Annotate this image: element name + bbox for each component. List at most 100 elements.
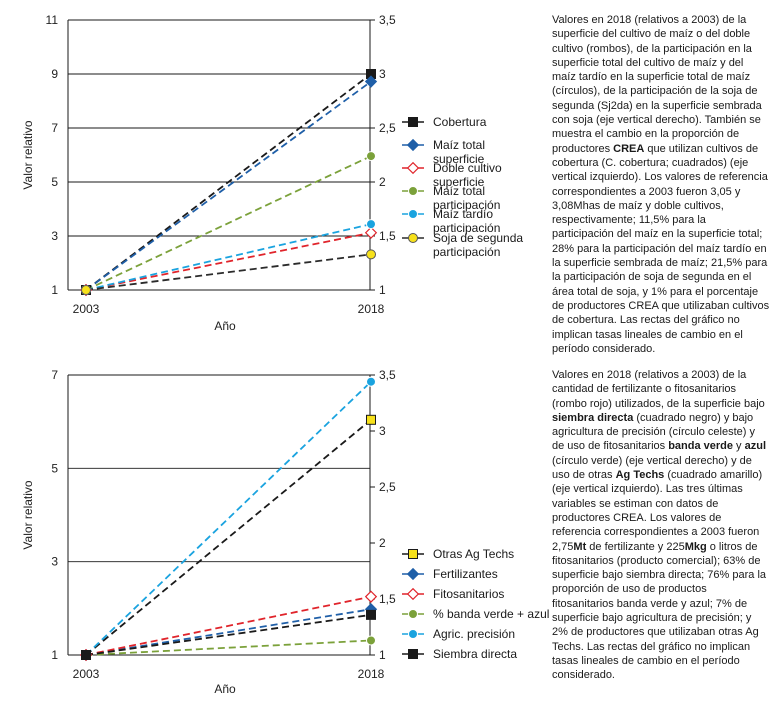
legend-marker-fertilizantes [406,567,420,581]
x-axis-label: Año [214,319,236,333]
legend-entry-fertilizantes: Fertilizantes [433,567,498,581]
series-line-siembra-directa [85,613,372,656]
y-tick-label: 7 [51,368,58,382]
caption-text: y [733,440,745,453]
y-tick-label: 11 [46,13,59,27]
legend-label-line: Maíz tardío [433,207,493,221]
y2-tick-label: 3,5 [379,368,396,382]
y-tick-label: 1 [51,283,58,297]
legend-entry-maiz-tardio-participacion: Maíz tardío participación [433,207,500,235]
legend-marker-maiz-tardio-participacion [408,209,418,219]
caption-text: (cuadrado amarillo) (eje vertical izquie… [552,469,763,553]
y-tick-label: 7 [51,121,58,135]
series-line-maiz-tardio-participacion [85,223,372,291]
x-tick-label: 2003 [73,302,100,316]
caption-text: (cuadrado negro) y bajo agricultura de p… [552,411,755,453]
caption-bottom: Valores en 2018 (relativos a 2003) de la… [552,368,770,683]
legend-label-line: Maíz total [433,184,485,198]
caption-bold-term: azul [744,440,767,453]
data-point-siembra-directa [366,609,376,620]
y2-tick-label: 1 [379,648,386,662]
y-axis-label: Valor relativo [21,120,35,189]
caption-text: de fertilizante y 225 [586,540,685,553]
caption-bold-term: banda verde [668,440,733,453]
y-tick-label: 3 [51,229,58,243]
legend-marker-banda-verde-azul [408,609,418,619]
series-line-maiz-total-participacion [85,155,372,291]
y2-tick-label: 2 [379,175,386,189]
legend-label-line: Otras Ag Techs [433,547,514,561]
y-tick-label: 9 [51,67,58,81]
y2-tick-label: 2,5 [379,121,396,135]
data-point-maiz-total-participacion [366,151,376,162]
legend-label-line: superficie [433,152,485,166]
series-line-otras-ag-techs [85,419,372,656]
series-line-soja-de-segunda-participacion [85,253,372,291]
series-line-maiz-total-superficie [85,80,372,291]
data-point-agric-precision [366,376,376,387]
y-tick-label: 1 [51,648,58,662]
caption-text: que utilizan cultivos de cobertura (C. c… [552,142,770,355]
series-line-agric-precision [85,381,372,656]
legend-entry-cobertura: Cobertura [433,115,487,129]
caption-text: Valores en 2018 (relativos a 2003) de la… [552,14,762,155]
legend-label-line: % banda verde + azul [433,607,549,621]
caption-text: Valores en 2018 (relativos a 2003) de la… [552,369,765,410]
y2-tick-label: 3 [379,67,386,81]
y-tick-label: 5 [51,175,58,189]
series-line-fertilizantes [85,608,372,656]
legend-entry-maiz-total-participacion: Maíz total participación [433,184,500,212]
legend-label-line: participación [433,198,500,212]
caption-bold-term: Mkg [684,540,707,553]
x-axis-label: Año [214,682,236,696]
legend-marker-siembra-directa [408,649,418,659]
legend-marker-maiz-total-superficie [406,138,420,152]
y-tick-label: 5 [51,461,58,475]
y2-tick-label: 1 [379,283,386,297]
legend-marker-agric-precision [408,629,418,639]
legend-label-line: Maíz total [433,138,485,152]
legend-marker-otras-ag-techs [408,549,418,559]
legend-marker-doble-cultivo-superficie [406,161,420,175]
x-tick-label: 2018 [358,302,385,316]
legend-entry-soja-de-segunda-participacion: Soja de segunda participación [433,231,523,259]
legend-entry-banda-verde-azul: % banda verde + azul [433,607,549,621]
data-point-fitosanitarios [364,590,378,603]
y2-tick-label: 1,5 [379,592,396,606]
legend-entry-otras-ag-techs: Otras Ag Techs [433,547,514,561]
legend-label-line: Doble cultivo [433,161,502,175]
data-point-siembra-directa [81,650,91,660]
data-point-soja-de-segunda-participacion [366,249,376,260]
x-tick-label: 2003 [73,667,100,681]
legend-label-line: Cobertura [433,115,487,129]
series-line-banda-verde-azul [85,639,372,656]
y-tick-label: 3 [51,555,58,569]
legend-label-line: Siembra directa [433,647,517,661]
caption-text: o litros de fitosanitarios (producto com… [552,540,767,682]
y2-tick-label: 2 [379,536,386,550]
legend-label-line: Soja de segunda [433,231,523,245]
caption-bold-term: siembra directa [552,411,634,424]
legend-marker-maiz-total-participacion [408,186,418,196]
chart-bottom: 1 3 5 7 1 1,5 2 2,5 3 3,5 2003 2018 Año Valor relativ… [21,368,549,696]
data-point-maiz-total-superficie [364,75,378,88]
legend-entry-fitosanitarios: Fitosanitarios [433,587,504,601]
legend-label-line: Fitosanitarios [433,587,504,601]
series-line-cobertura [85,73,372,291]
data-point-banda-verde-azul [366,635,376,646]
data-point-maiz-tardio-participacion [366,219,376,230]
legend-label-line: participación [433,245,500,259]
legend-entry-doble-cultivo-superficie: Doble cultivo superficie [433,161,502,189]
legend-label-line: superficie [433,175,485,189]
caption-bold-term: Ag Techs [615,469,665,482]
legend-entry-agric-precision: Agric. precisión [433,627,515,641]
legend-label-line: Fertilizantes [433,567,498,581]
series-line-fitosanitarios [85,595,372,656]
y-axis-label: Valor relativo [21,480,35,549]
legend-marker-fitosanitarios [406,587,420,601]
data-point-doble-cultivo-superficie [364,226,378,239]
caption-top: Valores en 2018 (relativos a 2003) de la… [552,13,770,356]
legend-label-line: participación [433,221,500,235]
caption-bold-term: CREA [613,142,645,155]
